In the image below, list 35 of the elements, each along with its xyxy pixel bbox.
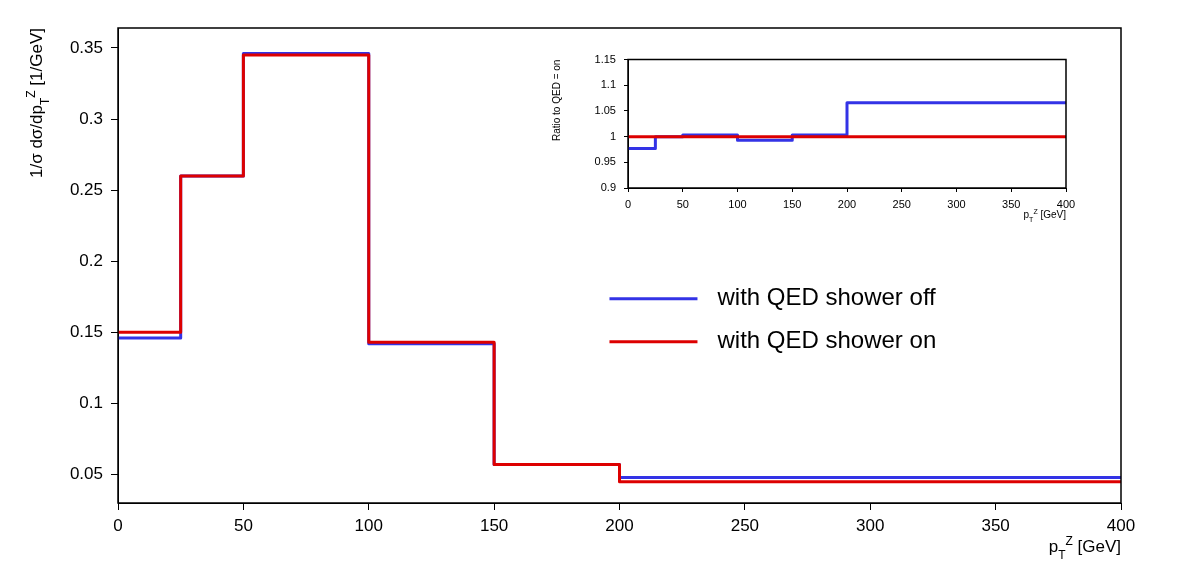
- legend-label: with QED shower on: [716, 326, 937, 354]
- y-tick-label: 1.15: [594, 52, 616, 65]
- x-tick-label: 300: [856, 515, 885, 535]
- y-tick-label: 0.1: [79, 393, 103, 413]
- x-tick-label: 150: [783, 197, 802, 210]
- x-tick-label: 350: [1002, 197, 1021, 210]
- y-tick-label: 1.1: [600, 78, 616, 91]
- legend-label: with QED shower off: [716, 283, 937, 311]
- y-tick-label: 0.05: [69, 464, 103, 484]
- x-tick-label: 400: [1056, 197, 1076, 210]
- y-axis-title: 1/σ dσ/dpTZ [1/GeV]: [24, 27, 52, 178]
- x-tick-label: 350: [981, 515, 1010, 535]
- x-tick-label: 150: [479, 515, 509, 535]
- x-tick-label: 200: [605, 515, 634, 535]
- y-tick-label: 0.3: [79, 108, 103, 128]
- y-tick-label: 0.25: [69, 179, 103, 199]
- y-tick-label: 0.9: [600, 181, 616, 194]
- x-tick-label: 100: [354, 515, 383, 535]
- y-tick-label: 0.15: [69, 322, 103, 342]
- y-tick-label: 1: [609, 129, 616, 142]
- x-tick-label: 50: [233, 515, 253, 535]
- x-tick-label: 250: [892, 197, 911, 210]
- x-tick-label: 50: [676, 197, 689, 210]
- y-tick-label: 0.35: [69, 37, 103, 57]
- x-tick-label: 200: [837, 197, 857, 210]
- x-tick-label: 250: [730, 515, 760, 535]
- y-tick-label: 1.05: [594, 103, 616, 116]
- x-tick-label: 400: [1106, 515, 1136, 535]
- x-tick-label: 100: [728, 197, 747, 210]
- x-tick-label: 0: [624, 197, 632, 210]
- y-tick-label: 0.2: [79, 250, 103, 270]
- y-axis-title: Ratio to QED = on: [551, 59, 562, 142]
- x-tick-label: 300: [947, 197, 966, 210]
- y-tick-label: 0.95: [594, 155, 616, 168]
- x-tick-label: 0: [113, 515, 123, 535]
